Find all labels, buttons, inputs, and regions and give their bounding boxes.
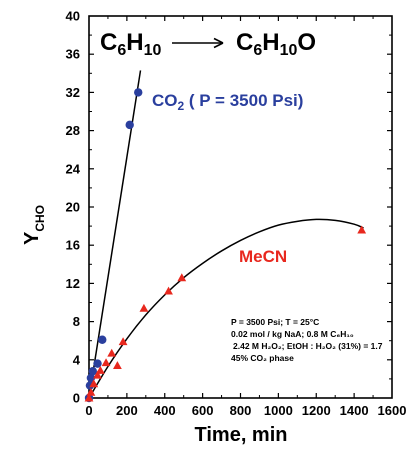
- y-axis-title-sub: CHO: [33, 205, 47, 232]
- label-subscript: 2: [178, 99, 185, 113]
- reactant-formula: C6H10: [100, 29, 161, 59]
- mecn-data-point: [164, 286, 173, 295]
- co2-data-point: [125, 120, 134, 130]
- mecn-data-point: [89, 379, 99, 388]
- x-axis-title: Time, min: [195, 424, 288, 446]
- mecn-data-point: [107, 348, 117, 357]
- y-tick-label: 0: [73, 391, 80, 406]
- x-tick-label: 400: [154, 403, 176, 418]
- y-axis-title: YCHO: [21, 205, 47, 245]
- x-tick-label: 200: [116, 403, 138, 418]
- condition-line: 0.02 mol / kg NaA; 0.8 M C₆H₁₀: [231, 329, 354, 339]
- mecn-data-point: [95, 365, 105, 374]
- mecn-data-point: [84, 393, 94, 402]
- mecn-data-point: [93, 370, 102, 379]
- co2-data-point: [93, 359, 102, 368]
- formula-subscript: 6: [117, 42, 126, 59]
- formula-element: C: [236, 29, 253, 56]
- condition-line: P = 3500 Psi; T = 25°C: [231, 317, 319, 327]
- mecn-data-point: [101, 358, 111, 367]
- x-tick-label: 800: [230, 403, 252, 418]
- reaction-arrow-head: [213, 37, 224, 49]
- y-tick-label: 4: [73, 352, 81, 367]
- mecn-data-point: [177, 273, 187, 282]
- x-tick-label: 0: [85, 403, 92, 418]
- condition-line: 45% CO₂ phase: [231, 353, 294, 363]
- mecn-data-point: [86, 387, 96, 396]
- mecn-data-point: [113, 361, 122, 370]
- formula-subscript: 6: [253, 42, 262, 59]
- y-tick-label: 12: [66, 276, 80, 291]
- series-label-co2: CO2 ( P = 3500 Psi): [152, 91, 303, 113]
- reaction-equation: C6H10 C6H10O: [100, 29, 316, 59]
- x-axis-ticks: 0 200 400 600 800 1000 1200 1400 1600: [85, 16, 406, 418]
- fit-line-co2: [88, 70, 142, 399]
- x-tick-label: 1000: [264, 403, 293, 418]
- y-tick-label: 20: [66, 200, 80, 215]
- y-axis-ticks: 0 4 8 12 16 20 24 28 32 36 40: [66, 9, 392, 406]
- mecn-data-point: [118, 337, 128, 346]
- x-tick-label: 600: [192, 403, 214, 418]
- formula-element: H: [126, 29, 143, 56]
- x-tick-label: 1600: [378, 403, 407, 418]
- label-text: ( P = 3500 Psi): [184, 91, 303, 110]
- co2-data-point: [98, 335, 107, 344]
- y-tick-label: 40: [66, 9, 80, 24]
- formula-subscript: 10: [280, 42, 298, 59]
- y-tick-label: 16: [66, 238, 80, 253]
- y-tick-label: 36: [66, 47, 80, 62]
- x-tick-label: 1400: [340, 403, 369, 418]
- formula-element: O: [297, 29, 316, 56]
- y-tick-label: 28: [66, 123, 80, 138]
- fit-line-mecn: [88, 218, 364, 399]
- y-axis-title-main: Y: [21, 231, 43, 245]
- co2-data-point: [134, 88, 143, 97]
- series-label-mecn: MeCN: [239, 247, 287, 266]
- y-tick-label: 8: [73, 314, 80, 329]
- mecn-data-point: [357, 225, 367, 234]
- y-tick-label: 32: [66, 85, 80, 100]
- condition-line: 2.42 M H₂O₂; EtOH : H₂O₂ (31%) = 1.7: [233, 341, 383, 351]
- y-tick-label: 24: [66, 161, 81, 176]
- co2-data-point: [88, 367, 97, 376]
- mecn-data-point: [139, 303, 149, 312]
- conditions-note: P = 3500 Psi; T = 25°C 0.02 mol / kg NaA;…: [231, 317, 383, 363]
- co2-data-point: [86, 373, 96, 383]
- formula-element: C: [100, 29, 117, 56]
- data-markers: [84, 88, 367, 403]
- x-tick-label: 1200: [302, 403, 331, 418]
- formula-element: H: [262, 29, 279, 56]
- formula-subscript: 10: [144, 42, 162, 59]
- product-formula: C6H10O: [236, 29, 316, 59]
- label-text: CO: [152, 91, 178, 110]
